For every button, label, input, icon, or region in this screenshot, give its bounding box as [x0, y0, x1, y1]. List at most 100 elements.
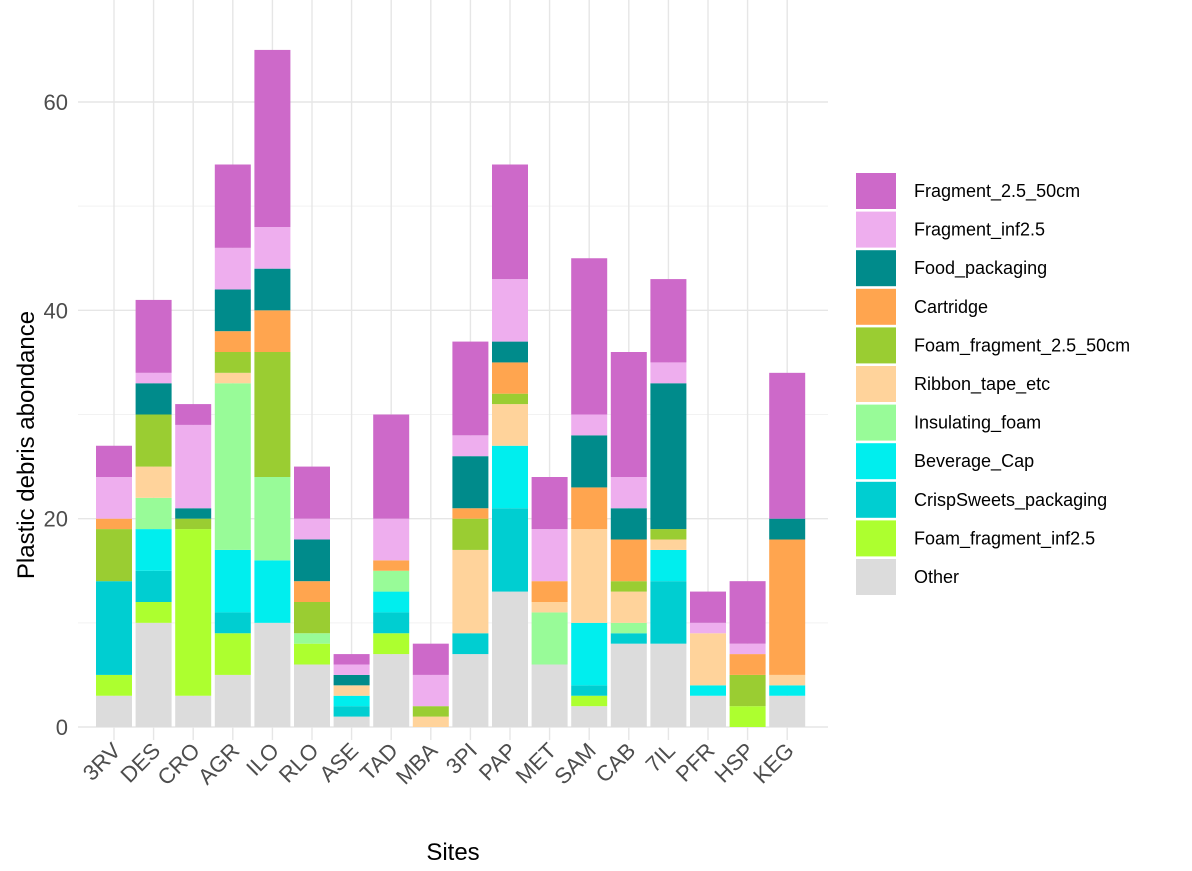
bar-segment: [769, 518, 806, 540]
bar-segment: [531, 581, 568, 602]
bar-segment: [333, 664, 370, 675]
bar-segment: [492, 404, 528, 446]
bar-segment: [294, 466, 330, 519]
bar-segment: [531, 664, 568, 727]
bar-segment: [254, 622, 291, 727]
bars: [96, 49, 806, 727]
x-tick-label: CRO: [152, 738, 204, 790]
bar-segment: [135, 529, 172, 571]
bar-segment: [96, 581, 132, 675]
bar-segment: [769, 372, 806, 519]
bar-segment: [373, 654, 410, 727]
bar-segment: [492, 508, 528, 592]
x-tick-label: KEG: [748, 738, 799, 789]
bar-segment: [729, 643, 766, 655]
legend-label: Cartridge: [914, 297, 988, 317]
bar-segment: [690, 685, 726, 696]
bar-segment: [610, 539, 647, 582]
bar-segment: [96, 529, 132, 582]
bar-segment: [135, 383, 172, 415]
bar-segment: [650, 362, 687, 384]
bar-segment: [214, 549, 251, 613]
bar-segment: [373, 612, 410, 634]
bar-segment: [214, 372, 251, 384]
legend-key: [856, 327, 896, 364]
legend-label: Other: [914, 567, 959, 587]
bar-segment: [214, 383, 251, 550]
bar-segment: [254, 560, 291, 623]
bar-segment: [650, 549, 687, 582]
y-tick-label: 60: [44, 90, 68, 115]
x-tick-label: RLO: [274, 738, 324, 788]
bar-segment: [531, 529, 568, 582]
bar-segment: [333, 674, 370, 686]
bar-segment: [175, 518, 212, 530]
bar-segment: [135, 570, 172, 602]
legend-label: Foam_fragment_2.5_50cm: [914, 335, 1130, 356]
bar-segment: [294, 518, 330, 540]
bar-segment: [452, 549, 489, 634]
bar-segment: [294, 539, 330, 582]
bar-segment: [333, 685, 370, 696]
bar-segment: [452, 456, 489, 509]
bar-segment: [373, 633, 410, 655]
x-tick-label: TAD: [355, 738, 403, 786]
legend-key: [856, 211, 896, 248]
legend-label: CrispSweets_packaging: [914, 490, 1107, 511]
bar-segment: [650, 539, 687, 550]
legend-key: [856, 520, 896, 557]
bar-segment: [333, 654, 370, 665]
bar-segment: [254, 310, 291, 352]
bar-segment: [690, 695, 726, 727]
bar-segment: [96, 518, 132, 530]
bar-segment: [254, 49, 291, 227]
bar-segment: [531, 477, 568, 530]
bar-segment: [729, 654, 766, 675]
bar-segment: [729, 674, 766, 707]
bar-segment: [452, 435, 489, 457]
bar-segment: [333, 716, 370, 727]
bar-segment: [571, 487, 608, 530]
bar-segment: [610, 508, 647, 540]
y-axis-ticks: 0 20 40 60: [44, 90, 68, 740]
bar-segment: [214, 352, 251, 373]
bar-segment: [254, 227, 291, 269]
x-tick-label: AGR: [193, 738, 244, 789]
bar-segment: [690, 591, 726, 623]
bar-segment: [214, 289, 251, 332]
bar-segment: [650, 581, 687, 644]
bar-segment: [452, 508, 489, 519]
bar-segment: [412, 674, 449, 707]
x-tick-label: 3RV: [78, 738, 126, 786]
legend-key: [856, 173, 896, 209]
legend-label: Food_packaging: [914, 258, 1047, 279]
legend-key: [856, 288, 896, 325]
x-tick-label: SAM: [549, 738, 600, 789]
bar-segment: [690, 622, 726, 634]
bar-segment: [571, 695, 608, 707]
bar-segment: [571, 414, 608, 436]
bar-segment: [531, 602, 568, 613]
legend-label: Ribbon_tape_etc: [914, 374, 1050, 395]
bar-segment: [373, 518, 410, 561]
bar-segment: [333, 695, 370, 707]
bar-segment: [610, 643, 647, 727]
x-tick-label: DES: [115, 738, 165, 788]
bar-segment: [175, 508, 212, 519]
bar-segment: [135, 622, 172, 727]
bar-segment: [610, 581, 647, 592]
bar-segment: [769, 695, 806, 727]
bar-segment: [492, 362, 528, 394]
legend-label: Insulating_foam: [914, 413, 1041, 434]
bar-segment: [610, 633, 647, 644]
legend-label: Beverage_Cap: [914, 451, 1034, 472]
bar-segment: [294, 602, 330, 634]
bar-segment: [373, 591, 410, 613]
bar-segment: [492, 393, 528, 405]
bar-segment: [333, 706, 370, 717]
bar-segment: [452, 518, 489, 550]
x-tick-label: ASE: [314, 738, 363, 787]
legend-key: [856, 366, 896, 402]
bar-segment: [96, 477, 132, 519]
bar-segment: [571, 258, 608, 415]
